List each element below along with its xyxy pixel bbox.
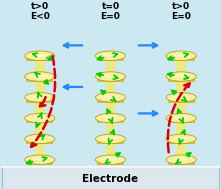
Polygon shape [26,56,53,61]
Polygon shape [168,56,195,61]
Ellipse shape [173,116,189,119]
Polygon shape [97,118,124,123]
Ellipse shape [32,158,48,160]
Text: t=0: t=0 [101,2,120,11]
Ellipse shape [102,116,119,119]
Ellipse shape [25,113,55,123]
FancyBboxPatch shape [2,167,219,189]
Polygon shape [106,53,115,161]
Ellipse shape [173,158,189,160]
Polygon shape [26,97,53,103]
Ellipse shape [25,93,55,102]
Text: t>0: t>0 [172,2,190,11]
Polygon shape [97,77,124,82]
Ellipse shape [102,137,119,140]
Ellipse shape [166,72,196,81]
Ellipse shape [32,54,48,57]
Ellipse shape [95,113,126,123]
Polygon shape [168,77,195,82]
Polygon shape [97,160,124,165]
Polygon shape [168,97,195,103]
Ellipse shape [102,54,119,57]
Polygon shape [168,139,195,144]
Polygon shape [168,160,195,165]
Polygon shape [26,139,53,144]
Ellipse shape [173,54,189,57]
Ellipse shape [166,134,196,144]
Text: E<0: E<0 [30,12,50,21]
Ellipse shape [95,93,126,102]
Ellipse shape [25,72,55,81]
Polygon shape [168,118,195,123]
Ellipse shape [32,116,48,119]
Ellipse shape [102,95,119,98]
Ellipse shape [25,155,55,164]
Ellipse shape [102,158,119,160]
Polygon shape [35,53,45,161]
Polygon shape [26,118,53,123]
Ellipse shape [173,137,189,140]
Ellipse shape [32,137,48,140]
Polygon shape [97,139,124,144]
Ellipse shape [102,74,119,77]
Text: E=0: E=0 [171,12,191,21]
Ellipse shape [173,95,189,98]
Polygon shape [26,160,53,165]
Polygon shape [97,97,124,103]
Ellipse shape [95,155,126,164]
Ellipse shape [25,134,55,144]
Ellipse shape [166,113,196,123]
Ellipse shape [95,72,126,81]
Polygon shape [176,53,186,161]
Ellipse shape [166,155,196,164]
Text: Electrode: Electrode [82,174,139,184]
Ellipse shape [166,51,196,60]
Ellipse shape [173,74,189,77]
Ellipse shape [166,93,196,102]
Ellipse shape [32,95,48,98]
Ellipse shape [95,51,126,60]
Polygon shape [26,77,53,82]
Ellipse shape [32,74,48,77]
Text: t>0: t>0 [31,2,49,11]
Polygon shape [97,56,124,61]
Text: E=0: E=0 [101,12,120,21]
Ellipse shape [95,134,126,144]
Ellipse shape [25,51,55,60]
